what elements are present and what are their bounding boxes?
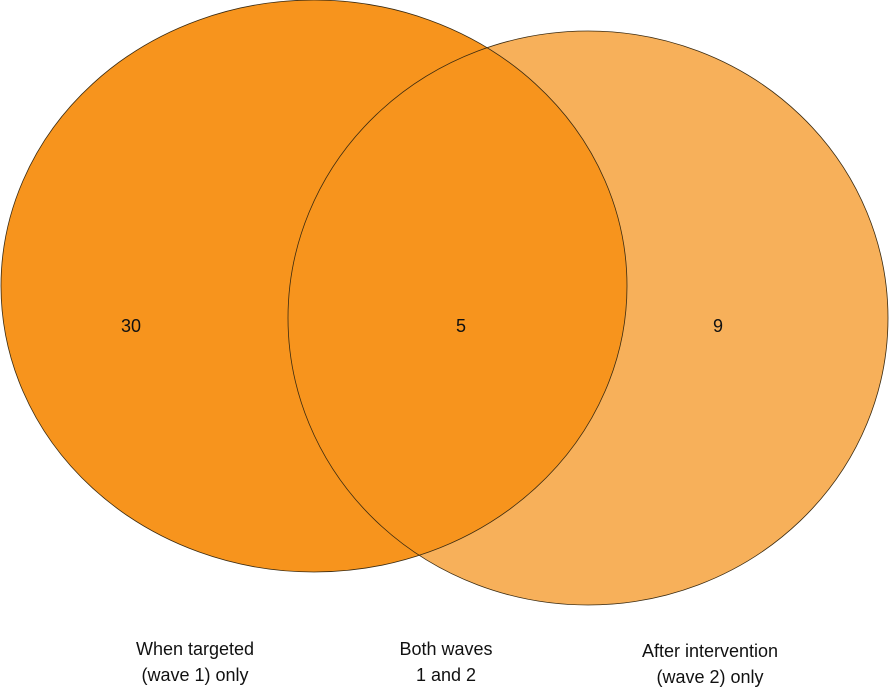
region-label: When targeted	[136, 639, 254, 659]
wave-1-outline	[0, 0, 628, 573]
region-label: 1 and 2	[416, 665, 476, 685]
region-count: 9	[713, 316, 723, 336]
region-label: Both waves	[399, 639, 492, 659]
wave-1-circle	[1, 0, 627, 572]
region-label: (wave 1) only	[141, 665, 248, 685]
region-label: After intervention	[642, 641, 778, 661]
region-label: (wave 2) only	[656, 667, 763, 687]
wave-2-outline	[287, 30, 889, 606]
region-count: 30	[121, 316, 141, 336]
region-count: 5	[456, 316, 466, 336]
